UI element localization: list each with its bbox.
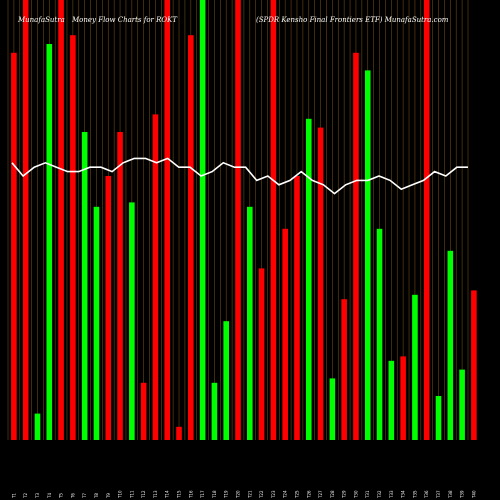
money-flow-bar bbox=[22, 0, 29, 440]
x-tick-label: T27 bbox=[318, 490, 323, 499]
x-tick-label: T22 bbox=[259, 490, 264, 499]
money-flow-bar bbox=[152, 114, 159, 441]
x-tick-label: T25 bbox=[294, 490, 299, 499]
money-flow-bar bbox=[70, 35, 76, 440]
x-tick-label: T17 bbox=[200, 490, 205, 499]
x-tick-label: T19 bbox=[224, 490, 229, 499]
money-flow-bar bbox=[270, 0, 277, 440]
x-tick-label: T15 bbox=[177, 490, 182, 499]
x-tick-label: T4 bbox=[47, 493, 52, 499]
x-tick-label: T38 bbox=[448, 490, 453, 499]
money-flow-bar bbox=[176, 426, 182, 440]
x-tick-label: T35 bbox=[412, 490, 417, 499]
x-tick-label: T10 bbox=[118, 490, 123, 499]
x-tick-label: T32 bbox=[377, 490, 382, 499]
money-flow-bar bbox=[223, 321, 230, 440]
chart-title: Money Flow Charts for ROKT bbox=[71, 16, 178, 24]
x-tick-label: T12 bbox=[141, 490, 146, 499]
x-tick-label: T31 bbox=[365, 490, 370, 499]
mfi-line bbox=[11, 157, 468, 195]
money-flow-bar bbox=[305, 118, 312, 441]
money-flow-bar bbox=[140, 382, 147, 440]
x-tick-label: T39 bbox=[460, 490, 465, 499]
money-flow-bar bbox=[353, 52, 359, 441]
money-flow-bar bbox=[129, 202, 135, 440]
x-tick-label: T8 bbox=[94, 493, 99, 499]
x-tick-label: T14 bbox=[165, 490, 170, 499]
money-flow-bar bbox=[459, 369, 465, 440]
x-tick-label: T11 bbox=[129, 490, 134, 499]
x-tick-label: T29 bbox=[342, 490, 347, 499]
money-flow-bar bbox=[388, 360, 395, 440]
x-tick-label: T18 bbox=[212, 490, 217, 499]
bars bbox=[11, 0, 477, 441]
x-tick-label: T28 bbox=[330, 490, 335, 499]
money-flow-bar bbox=[423, 0, 430, 440]
x-tick-label: T34 bbox=[401, 490, 406, 499]
money-flow-bar bbox=[317, 127, 324, 440]
money-flow-bar bbox=[400, 356, 406, 440]
x-tick-label: T5 bbox=[59, 493, 64, 499]
money-flow-bar bbox=[294, 176, 300, 440]
money-flow-bar bbox=[46, 44, 53, 440]
x-tick-label: T6 bbox=[70, 493, 75, 499]
x-tick-label: T9 bbox=[106, 493, 111, 499]
money-flow-bar bbox=[211, 382, 218, 440]
money-flow-bar bbox=[329, 378, 336, 440]
x-tick-label: T13 bbox=[153, 490, 158, 499]
x-tick-label: T40 bbox=[471, 490, 476, 499]
money-flow-bar bbox=[34, 413, 41, 440]
x-tick-labels: T1 T2 T3 T4 T5 T6 T7 T8 T9 T10 T11 T12 T13 T14 T15 T16 T… bbox=[11, 490, 476, 499]
money-flow-bar bbox=[164, 0, 171, 440]
money-flow-bar bbox=[471, 290, 477, 440]
money-flow-bar bbox=[105, 176, 112, 440]
money-flow-bar bbox=[412, 294, 418, 440]
x-tick-label: T21 bbox=[247, 490, 252, 499]
money-flow-bar bbox=[93, 206, 100, 440]
money-flow-bar bbox=[235, 0, 241, 440]
x-tick-label: T7 bbox=[82, 493, 87, 499]
money-flow-bar bbox=[188, 35, 194, 440]
money-flow-bar bbox=[341, 299, 347, 440]
money-flow-bar bbox=[199, 0, 206, 440]
x-tick-label: T36 bbox=[424, 490, 429, 499]
money-flow-bar bbox=[258, 268, 265, 440]
chart-header: MunafaSutra Money Flow Charts for ROKT (… bbox=[17, 16, 449, 24]
x-tick-label: T33 bbox=[389, 490, 394, 499]
x-tick-label: T37 bbox=[436, 490, 441, 499]
money-flow-bar bbox=[11, 52, 17, 441]
money-flow-bar bbox=[246, 206, 253, 440]
etf-name: (SPDR Kensho Final Frontiers ETF) Munafa… bbox=[256, 16, 449, 24]
money-flow-bar bbox=[282, 228, 288, 440]
site-name: MunafaSutra bbox=[17, 16, 65, 24]
x-tick-label: T16 bbox=[188, 490, 193, 499]
x-tick-label: T26 bbox=[306, 490, 311, 499]
money-flow-bar bbox=[435, 396, 442, 440]
money-flow-bar bbox=[447, 250, 454, 440]
money-flow-bar bbox=[81, 132, 88, 440]
x-tick-label: T20 bbox=[236, 490, 241, 499]
x-tick-label: T30 bbox=[353, 490, 358, 499]
x-tick-label: T2 bbox=[23, 493, 28, 499]
money-flow-bar bbox=[364, 70, 371, 441]
money-flow-bar bbox=[58, 0, 64, 440]
money-flow-bar bbox=[376, 228, 383, 440]
x-tick-label: T1 bbox=[11, 493, 16, 499]
money-flow-bar bbox=[117, 132, 123, 440]
x-tick-label: T3 bbox=[35, 493, 40, 499]
x-tick-label: T24 bbox=[283, 490, 288, 499]
x-tick-label: T23 bbox=[271, 490, 276, 499]
